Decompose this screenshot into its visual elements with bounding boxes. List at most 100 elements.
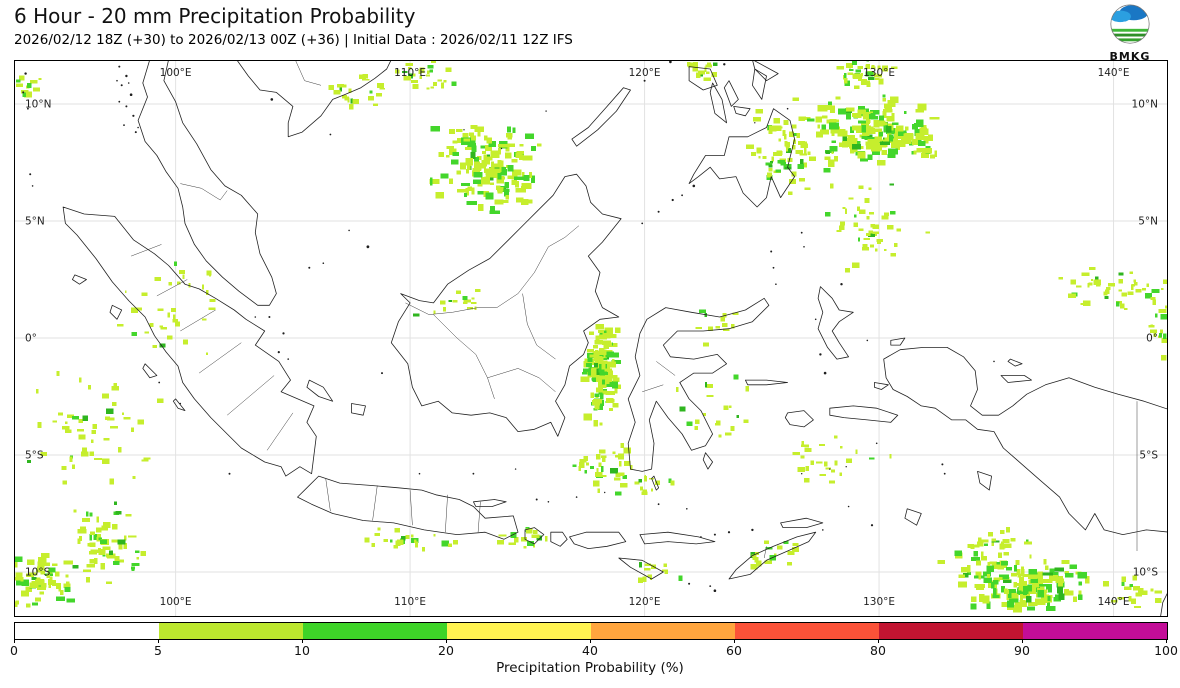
- precip-patch: [510, 532, 517, 539]
- precip-patch: [600, 393, 604, 400]
- precip-patch: [860, 73, 863, 77]
- precip-patch: [610, 352, 619, 356]
- island-dot: [500, 147, 503, 150]
- precip-patch: [182, 274, 185, 279]
- precip-patch: [822, 115, 828, 119]
- precip-patch: [468, 132, 474, 136]
- border-sulawesi-prov-2: [656, 361, 676, 376]
- precip-patch: [802, 117, 811, 121]
- precip-patch: [89, 512, 93, 517]
- precip-patch: [780, 162, 787, 166]
- precip-patch: [86, 564, 95, 568]
- precip-patch: [592, 344, 599, 349]
- precip-patch: [858, 106, 866, 113]
- precip-patch: [25, 603, 31, 608]
- coastline-buru: [784, 410, 814, 428]
- precip-patch: [1006, 526, 1011, 533]
- island-dot: [308, 266, 311, 269]
- precip-patch: [426, 87, 430, 90]
- precip-patch: [804, 447, 812, 452]
- precip-patch: [470, 125, 478, 130]
- precip-patch: [432, 82, 438, 86]
- precip-patch: [602, 333, 611, 339]
- precip-patch: [1155, 597, 1162, 604]
- lon-label-bottom: 130°E: [863, 596, 895, 608]
- colorbar-tick-label: 20: [438, 643, 454, 658]
- precip-patch: [1024, 590, 1029, 594]
- border-kalimantan-prov-2: [487, 368, 556, 392]
- precip-patch: [452, 540, 459, 545]
- precip-patch: [121, 412, 125, 415]
- precip-patch: [606, 361, 616, 368]
- precip-patch: [882, 97, 886, 102]
- precip-patch: [787, 550, 795, 556]
- precip-patch: [1043, 559, 1047, 565]
- precip-patch: [42, 562, 51, 566]
- precip-patch: [1020, 593, 1023, 601]
- precip-patch: [471, 187, 475, 195]
- precip-patch: [1029, 587, 1036, 594]
- border-sumatra-prov-5: [227, 375, 275, 416]
- precip-patch: [497, 539, 505, 545]
- precip-patch: [132, 476, 136, 479]
- coastline-aru: [977, 471, 992, 491]
- precip-patch: [870, 113, 875, 120]
- precip-patch: [1041, 596, 1048, 604]
- precip-patch: [350, 98, 353, 104]
- precip-patch: [638, 561, 642, 568]
- precip-patch: [117, 539, 126, 545]
- precip-patch: [1088, 282, 1093, 286]
- precip-patch: [866, 216, 870, 220]
- precip-patch: [915, 133, 925, 141]
- island-dot: [688, 582, 691, 585]
- precip-patch: [893, 138, 898, 144]
- precip-patch: [844, 78, 848, 84]
- border-java-prov-5: [477, 501, 481, 533]
- precip-patch: [168, 282, 172, 286]
- precip-patch: [426, 70, 430, 74]
- precip-patch: [1058, 593, 1065, 601]
- precip-patch: [587, 370, 591, 376]
- precip-patch: [957, 581, 967, 588]
- lon-label-bottom: 100°E: [160, 596, 192, 608]
- precip-patch: [840, 221, 845, 226]
- precip-patch: [1022, 585, 1032, 592]
- precip-patch: [842, 206, 846, 210]
- precip-patch: [775, 169, 781, 173]
- precip-patch: [429, 179, 440, 184]
- precip-patch: [63, 583, 71, 588]
- precip-patch: [630, 465, 633, 471]
- gridlines: [15, 61, 1167, 616]
- precip-patch: [703, 77, 711, 81]
- island-dot: [801, 473, 803, 475]
- precip-patch: [828, 159, 835, 167]
- precip-patch: [787, 157, 793, 163]
- precip-patch: [1047, 601, 1050, 607]
- island-dot: [472, 472, 475, 475]
- precip-patch: [419, 75, 422, 79]
- precip-patch: [1073, 596, 1077, 603]
- precip-patch: [460, 162, 466, 170]
- precip-patch: [137, 419, 145, 425]
- precip-patch: [489, 206, 496, 211]
- precip-patch: [1054, 567, 1065, 572]
- island-dot: [840, 283, 843, 286]
- precip-patch: [993, 580, 999, 585]
- precip-patch: [654, 480, 660, 485]
- coastline-bangka: [306, 379, 334, 402]
- precip-patch: [867, 139, 875, 142]
- precip-patch: [66, 414, 74, 418]
- precip-patch: [871, 140, 880, 147]
- precip-patch: [1104, 289, 1110, 294]
- precip-patch: [1134, 605, 1142, 609]
- precip-patch: [1004, 543, 1012, 549]
- precip-patch: [520, 536, 527, 542]
- precip-patch: [798, 116, 806, 121]
- precip-patch: [598, 380, 601, 388]
- precip-patch: [591, 377, 600, 381]
- precip-patch: [1035, 598, 1046, 605]
- precip-patch: [175, 321, 181, 327]
- precip-patch: [830, 105, 836, 113]
- precip-patch: [35, 569, 40, 572]
